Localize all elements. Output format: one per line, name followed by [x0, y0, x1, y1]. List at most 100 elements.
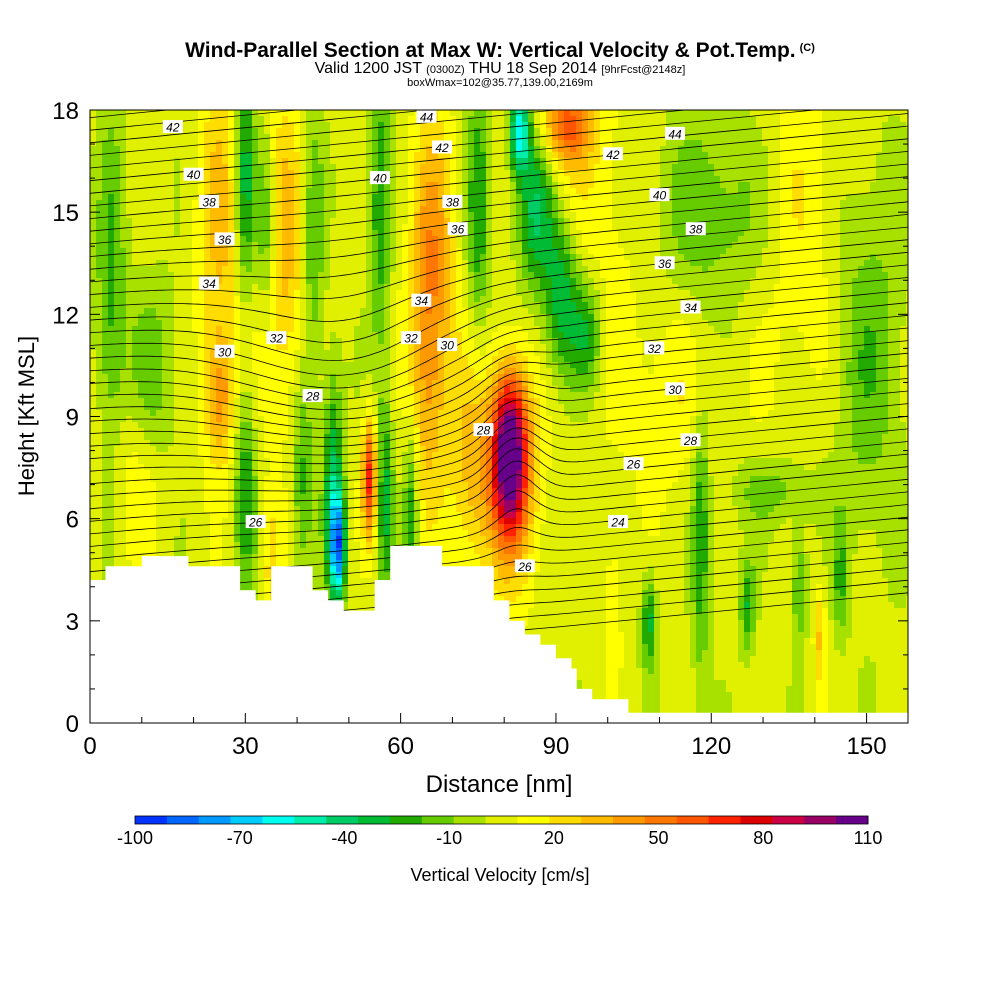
w-cell [606, 254, 613, 261]
w-cell [402, 146, 409, 153]
w-cell [210, 254, 217, 261]
w-cell [222, 272, 229, 279]
w-cell [840, 224, 847, 231]
w-cell [102, 182, 109, 189]
w-cell [372, 242, 379, 249]
w-cell [426, 272, 433, 279]
w-cell [174, 134, 181, 141]
w-cell [300, 236, 307, 243]
w-cell [462, 164, 469, 171]
w-cell [390, 308, 397, 315]
w-cell [396, 194, 403, 201]
w-cell [576, 296, 583, 303]
w-cell [786, 128, 793, 135]
w-cell [474, 116, 481, 123]
w-cell [396, 254, 403, 261]
w-cell [96, 296, 103, 303]
w-cell [486, 260, 493, 267]
w-cell [114, 254, 121, 261]
w-cell [474, 182, 481, 189]
w-cell [222, 188, 229, 195]
w-cell [192, 242, 199, 249]
w-cell [294, 290, 301, 297]
w-cell [282, 260, 289, 267]
w-cell [708, 212, 715, 219]
w-cell [648, 176, 655, 183]
w-cell [576, 230, 583, 237]
w-cell [318, 170, 325, 177]
w-cell [306, 284, 313, 291]
w-cell [894, 278, 901, 285]
w-cell [870, 122, 877, 129]
w-cell [906, 116, 908, 123]
w-cell [336, 164, 343, 171]
w-cell [150, 254, 157, 261]
w-cell [720, 122, 727, 129]
w-cell [630, 134, 637, 141]
w-cell [540, 230, 547, 237]
w-cell [774, 242, 781, 249]
w-cell [342, 248, 349, 255]
w-cell [216, 218, 223, 225]
w-cell [366, 158, 373, 165]
w-cell [402, 128, 409, 135]
w-cell [798, 164, 805, 171]
w-cell [528, 248, 535, 255]
w-cell [534, 302, 541, 309]
w-cell [156, 272, 163, 279]
w-cell [342, 254, 349, 261]
w-cell [612, 254, 619, 261]
w-cell [372, 320, 379, 327]
w-cell [438, 110, 445, 117]
w-cell [636, 218, 643, 225]
w-cell [582, 146, 589, 153]
w-cell [822, 140, 829, 147]
w-cell [708, 278, 715, 285]
w-cell [864, 272, 871, 279]
w-cell [426, 134, 433, 141]
w-cell [408, 170, 415, 177]
w-cell [660, 164, 667, 171]
w-cell [888, 116, 895, 123]
w-cell [750, 206, 757, 213]
w-cell [132, 128, 139, 135]
w-cell [456, 176, 463, 183]
w-cell [414, 188, 421, 195]
w-cell [894, 242, 901, 249]
w-cell [876, 278, 883, 285]
w-cell [444, 122, 451, 129]
w-cell [126, 272, 133, 279]
w-cell [186, 212, 193, 219]
w-cell [210, 242, 217, 249]
w-cell [864, 182, 871, 189]
w-cell [186, 302, 193, 309]
w-cell [240, 308, 247, 315]
w-cell [576, 254, 583, 261]
w-cell [180, 164, 187, 171]
w-cell [372, 206, 379, 213]
w-cell [816, 164, 823, 171]
w-cell [798, 128, 805, 135]
w-cell [210, 146, 217, 153]
w-cell [708, 302, 715, 309]
w-cell [504, 182, 511, 189]
w-cell [126, 182, 133, 189]
w-cell [432, 308, 439, 315]
w-cell [684, 266, 691, 273]
w-cell [864, 116, 871, 123]
w-cell [90, 176, 97, 183]
w-cell [222, 284, 229, 291]
w-cell [144, 296, 151, 303]
w-cell [348, 182, 355, 189]
w-cell [828, 260, 835, 267]
w-cell [606, 248, 613, 255]
w-cell [168, 206, 175, 213]
w-cell [642, 116, 649, 123]
w-cell [624, 164, 631, 171]
w-cell [648, 230, 655, 237]
w-cell [234, 272, 241, 279]
w-cell [342, 326, 349, 333]
w-cell [342, 188, 349, 195]
w-cell [498, 122, 505, 129]
w-cell [876, 314, 883, 321]
